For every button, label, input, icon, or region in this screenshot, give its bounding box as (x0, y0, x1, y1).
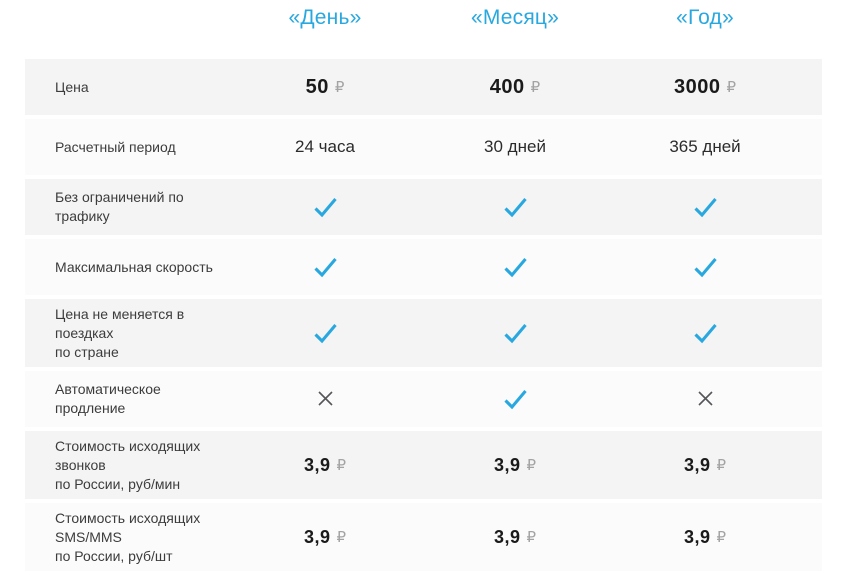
ruble-sign: ₽ (336, 455, 347, 474)
cell-day: 24 часа (295, 137, 355, 156)
table-row: Максимальная скорость (25, 239, 822, 295)
cell-year: 3000 ₽ (610, 76, 800, 99)
cell-day (230, 257, 420, 278)
check-icon (503, 257, 527, 277)
ruble-sign: ₽ (334, 77, 345, 96)
check-icon (693, 257, 717, 277)
ruble-sign: ₽ (526, 527, 537, 546)
cell-year (610, 390, 800, 408)
cell-year: 3,9 ₽ (610, 527, 800, 548)
check-icon (313, 323, 337, 343)
table-row: Без ограничений по трафику (25, 179, 822, 235)
price-value: 3,9 (303, 454, 331, 475)
check-icon (313, 197, 337, 217)
price-value: 3,9 (303, 526, 331, 547)
row-label: Без ограничений по трафику (55, 189, 184, 224)
cell-day: 50 ₽ (230, 76, 420, 99)
table-row: Стоимость исходящих SMS/MMS по России, р… (25, 503, 822, 571)
cell-month (420, 389, 610, 410)
cell-year: 3,9 ₽ (610, 455, 800, 476)
row-label: Стоимость исходящих звонков по России, р… (55, 437, 201, 492)
table-rows: Цена 50 ₽ 400 ₽ 3000 ₽ Расчетный период 24 … (25, 59, 822, 571)
ruble-sign: ₽ (726, 77, 737, 96)
table-row: Стоимость исходящих звонков по России, р… (25, 431, 822, 499)
column-header-day: «День» (288, 6, 362, 29)
column-header-year: «Год» (676, 6, 734, 29)
price-value: 400 (489, 75, 525, 98)
table-row: Автоматическое продление (25, 371, 822, 427)
check-icon (503, 323, 527, 343)
table-header-row: «День» «Месяц» «Год» (25, 0, 822, 59)
table-row: Цена 50 ₽ 400 ₽ 3000 ₽ (25, 59, 822, 115)
cell-year (610, 197, 800, 218)
row-label: Автоматическое продление (55, 381, 161, 416)
ruble-sign: ₽ (716, 527, 727, 546)
check-icon (313, 257, 337, 277)
cross-icon (697, 391, 713, 406)
price-value: 3,9 (683, 526, 711, 547)
cell-year (610, 257, 800, 278)
column-header-month: «Месяц» (470, 6, 560, 29)
cell-month: 3,9 ₽ (420, 527, 610, 548)
row-label: Цена не меняется в поездках по стране (55, 305, 185, 360)
cell-day (230, 390, 420, 408)
row-label: Максимальная скорость (55, 258, 213, 275)
ruble-sign: ₽ (530, 77, 541, 96)
cell-month (420, 197, 610, 218)
row-label: Цена (55, 78, 89, 95)
cell-day (230, 197, 420, 218)
table-row: Расчетный период 24 часа 30 дней 365 дне… (25, 119, 822, 175)
check-icon (693, 323, 717, 343)
check-icon (503, 389, 527, 409)
cell-month: 400 ₽ (420, 76, 610, 99)
price-value: 3,9 (493, 454, 521, 475)
row-label: Стоимость исходящих SMS/MMS по России, р… (55, 509, 201, 564)
cell-month: 3,9 ₽ (420, 455, 610, 476)
price-value: 3000 (673, 75, 721, 98)
cell-day: 3,9 ₽ (230, 455, 420, 476)
ruble-sign: ₽ (716, 455, 727, 474)
price-value: 3,9 (493, 526, 521, 547)
cell-month (420, 257, 610, 278)
cell-month (420, 323, 610, 344)
cell-day (230, 323, 420, 344)
cell-day: 3,9 ₽ (230, 527, 420, 548)
price-value: 50 (305, 75, 329, 98)
cell-month: 30 дней (484, 137, 546, 156)
row-label: Расчетный период (55, 138, 176, 155)
cell-year (610, 323, 800, 344)
check-icon (693, 197, 717, 217)
cross-icon (317, 391, 333, 406)
table-row: Цена не меняется в поездках по стране (25, 299, 822, 367)
ruble-sign: ₽ (336, 527, 347, 546)
cell-year: 365 дней (669, 137, 741, 156)
ruble-sign: ₽ (526, 455, 537, 474)
check-icon (503, 197, 527, 217)
price-value: 3,9 (683, 454, 711, 475)
